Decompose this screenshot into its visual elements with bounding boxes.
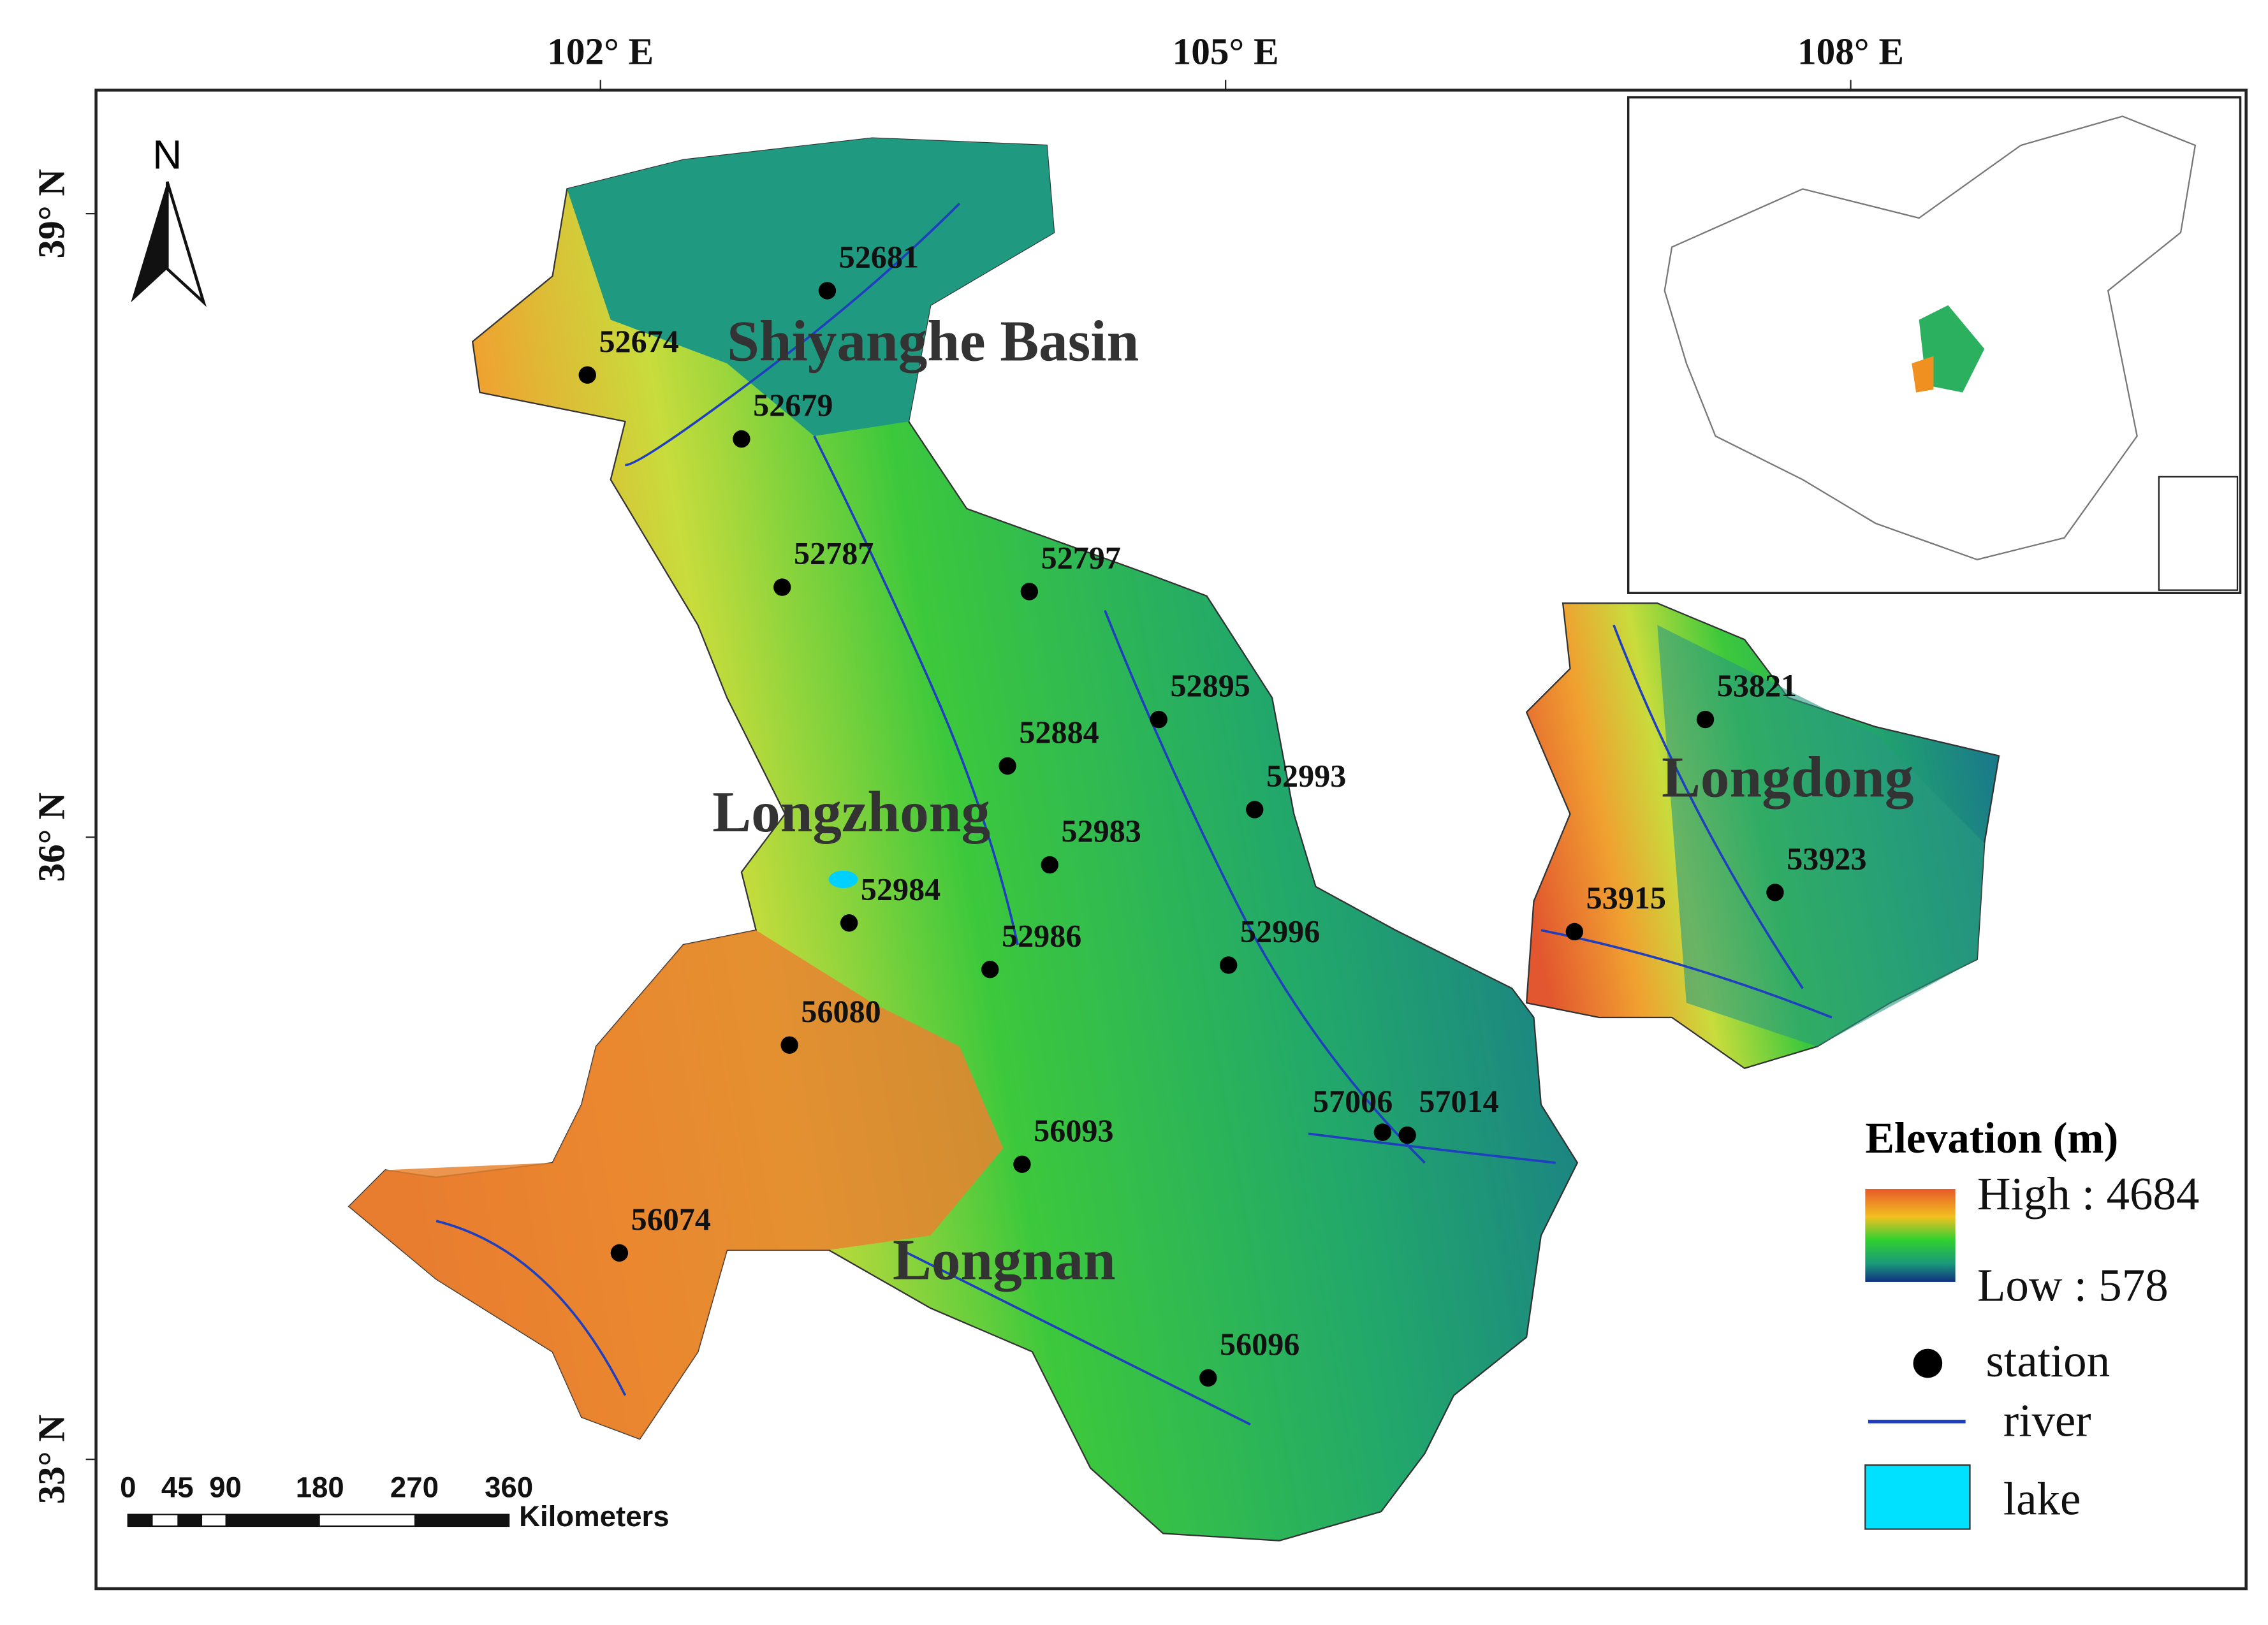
station-label: 52884 — [1019, 714, 1099, 750]
station — [1013, 1155, 1031, 1173]
station-label: 53915 — [1586, 880, 1666, 915]
station-label: 52681 — [839, 239, 919, 275]
scale-label: 90 — [209, 1471, 242, 1503]
station — [981, 961, 999, 979]
highland — [349, 930, 1004, 1439]
station — [1398, 1126, 1416, 1144]
scale-bar — [177, 1514, 203, 1526]
region-label: Longnan — [893, 1227, 1116, 1292]
legend-low: Low : 578 — [1977, 1260, 2169, 1311]
legend-station-symbol — [1913, 1348, 1943, 1378]
station — [818, 282, 837, 300]
north-arrow — [166, 181, 207, 307]
station-label: 52993 — [1266, 757, 1346, 793]
lon-label: 105° E — [1173, 30, 1279, 72]
longdong-fill — [1657, 625, 1985, 1047]
station — [1766, 884, 1784, 901]
station-label: 56080 — [801, 993, 881, 1029]
station — [773, 578, 791, 596]
legend-lake: lake — [2003, 1473, 2081, 1525]
station — [1020, 583, 1039, 601]
station — [1696, 710, 1715, 729]
station — [578, 366, 596, 384]
lat-label: 39° N — [30, 169, 72, 259]
station-label: 52674 — [599, 323, 678, 359]
region-label: Longzhong — [712, 780, 990, 844]
region-label: Longdong — [1662, 745, 1913, 809]
shiyanghe-top — [567, 138, 1055, 436]
lat-label: 36° N — [30, 792, 72, 882]
station — [780, 1036, 798, 1054]
station-label: 52996 — [1240, 913, 1320, 949]
station — [1565, 922, 1584, 941]
region-label: Shiyanghe Basin — [727, 309, 1139, 373]
station — [1150, 710, 1167, 729]
station — [840, 914, 858, 932]
station-label: 52797 — [1041, 539, 1121, 575]
scale-bar — [225, 1514, 320, 1526]
station-label: 53923 — [1787, 840, 1866, 876]
station — [1373, 1123, 1392, 1141]
inset-study-area — [1919, 305, 1985, 393]
river — [435, 202, 1833, 1425]
inset-study-area — [1912, 356, 1934, 393]
station-label: 56074 — [631, 1201, 711, 1237]
station-label: 52983 — [1062, 813, 1141, 849]
scale-bar — [414, 1514, 509, 1526]
station-label: 56096 — [1220, 1326, 1299, 1362]
scale-bar — [128, 1514, 153, 1526]
legend-ramp — [1865, 1189, 1956, 1282]
lon-label: 108° E — [1797, 30, 1904, 72]
station-label: 52986 — [1002, 917, 1081, 953]
station — [1199, 1369, 1217, 1387]
station — [1246, 801, 1264, 819]
station-label: 57014 — [1419, 1083, 1498, 1119]
scale-label: 360 — [485, 1471, 533, 1503]
station — [999, 757, 1016, 775]
scale-bar: 0 45 90 180 270 360 — [120, 1471, 533, 1527]
legend-high: High : 4684 — [1977, 1168, 2199, 1220]
station-label: 56093 — [1034, 1112, 1113, 1148]
legend-river: river — [2003, 1395, 2091, 1446]
station-label: 53821 — [1717, 667, 1797, 703]
station-label: 52787 — [794, 536, 874, 571]
station — [610, 1244, 629, 1262]
stations: 52681 52674 52679 52787 52797 52895 52884 52993… — [578, 239, 1867, 1387]
graticule — [85, 80, 1852, 1461]
scale-label: 0 — [120, 1471, 136, 1503]
lake — [828, 870, 858, 889]
station — [1220, 956, 1238, 974]
scale-label: 270 — [390, 1471, 439, 1503]
lat-label: 33° N — [30, 1415, 72, 1505]
north-label: N — [152, 131, 182, 177]
legend-lake-symbol — [1864, 1464, 1971, 1530]
scale-label: 45 — [161, 1471, 194, 1503]
station — [733, 430, 750, 448]
station-label: 52679 — [753, 387, 833, 423]
scale-unit: Kilometers — [519, 1500, 669, 1533]
scale-label: 180 — [296, 1471, 344, 1503]
legend-title: Elevation (m) — [1865, 1114, 2118, 1162]
station-label: 52984 — [861, 871, 940, 907]
lon-label: 102° E — [547, 30, 654, 72]
station-label: 52895 — [1170, 667, 1250, 703]
station — [1041, 856, 1058, 874]
inset-box — [2158, 476, 2239, 591]
legend-station: station — [1986, 1335, 2111, 1387]
station-label: 57006 — [1313, 1083, 1393, 1119]
